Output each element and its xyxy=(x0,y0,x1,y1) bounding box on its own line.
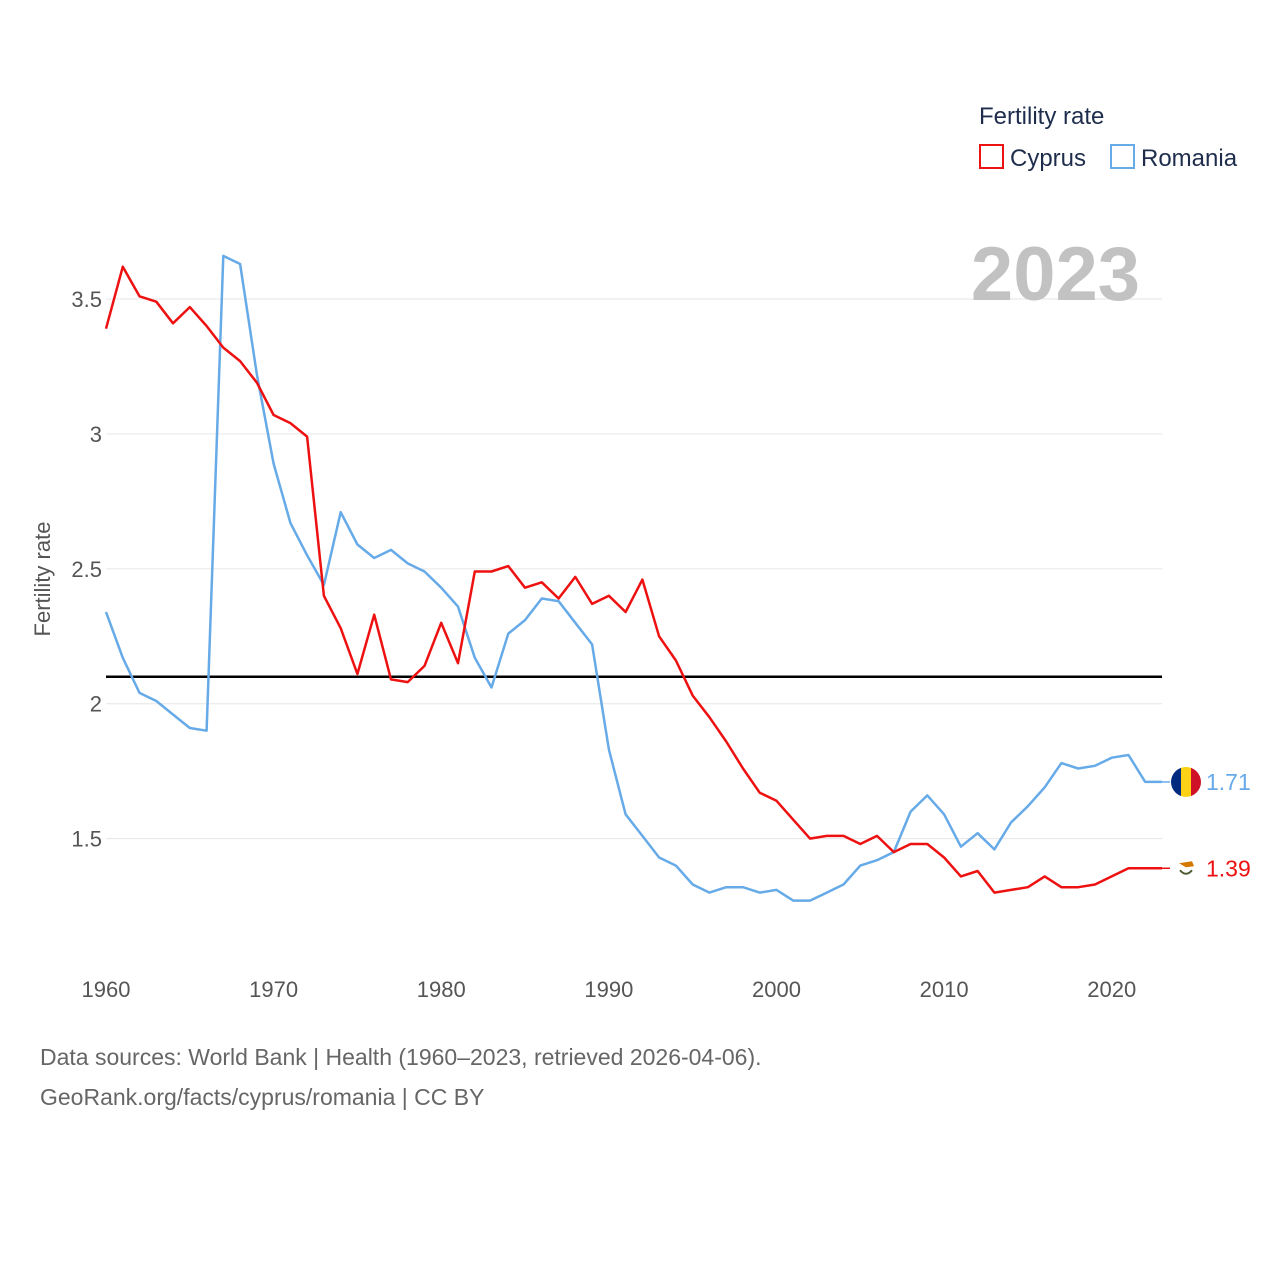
x-tick-label-2000: 2000 xyxy=(752,977,801,1002)
y-tick-label-3-5: 3.5 xyxy=(71,287,102,312)
x-axis-ticks: 1960 1970 1980 1990 2000 2010 2020 xyxy=(82,977,1137,1002)
series-line-romania[interactable] xyxy=(104,254,1162,902)
legend-item-cyprus[interactable]: Cyprus xyxy=(979,144,1086,172)
y-tick-label-2: 2 xyxy=(90,692,102,717)
x-tick-label-2020: 2020 xyxy=(1087,977,1136,1002)
romania-flag-icon xyxy=(1171,766,1201,797)
year-label: 2023 xyxy=(971,232,1140,317)
legend-label-cyprus: Cyprus xyxy=(1010,145,1086,172)
footer-attribution: GeoRank.org/facts/cyprus/romania | CC BY xyxy=(40,1084,485,1110)
y-tick-label-2-5: 2.5 xyxy=(71,557,102,582)
y-axis-title: Fertility rate xyxy=(30,522,55,637)
legend-title: Fertility rate xyxy=(979,103,1104,130)
end-value-cyprus: 1.39 xyxy=(1206,855,1251,881)
x-tick-label-1980: 1980 xyxy=(417,977,466,1002)
series-lines xyxy=(104,254,1162,902)
legend: Fertility rate Cyprus Romania xyxy=(979,103,1238,172)
legend-item-romania[interactable]: Romania xyxy=(1110,144,1238,172)
y-tick-label-1-5: 1.5 xyxy=(71,827,102,852)
x-tick-label-1960: 1960 xyxy=(82,977,131,1002)
x-tick-label-1970: 1970 xyxy=(249,977,298,1002)
x-tick-label-2010: 2010 xyxy=(920,977,969,1002)
footer-sources: Data sources: World Bank | Health (1960–… xyxy=(40,1044,762,1070)
grid xyxy=(106,298,1162,840)
end-markers: 1.71 1.39 xyxy=(1162,766,1251,884)
x-tick-label-1990: 1990 xyxy=(584,977,633,1002)
legend-swatch-romania xyxy=(1110,144,1135,169)
end-value-romania: 1.71 xyxy=(1206,769,1251,795)
y-axis-ticks: 1.5 2 2.5 3 3.5 xyxy=(71,287,102,852)
y-tick-label-3: 3 xyxy=(90,422,102,447)
cyprus-flag-icon xyxy=(1171,853,1201,884)
series-line-cyprus[interactable] xyxy=(104,265,1162,894)
legend-label-romania: Romania xyxy=(1141,145,1238,172)
legend-swatch-cyprus xyxy=(979,144,1004,169)
